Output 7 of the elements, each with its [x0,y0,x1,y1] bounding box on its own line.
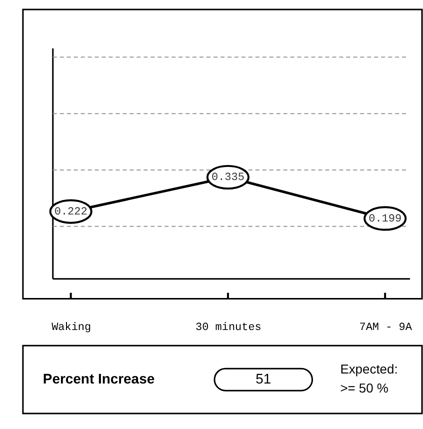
text: Percent Increase [42,370,155,387]
text: >= 50 % [340,380,389,396]
text: Expected: [340,362,398,377]
x-tick-label: 7AM - 9A [359,322,412,334]
text: 51 [256,370,272,387]
x-tick-label: Waking [52,322,92,334]
x-tick-label: 30 minutes [196,322,262,334]
